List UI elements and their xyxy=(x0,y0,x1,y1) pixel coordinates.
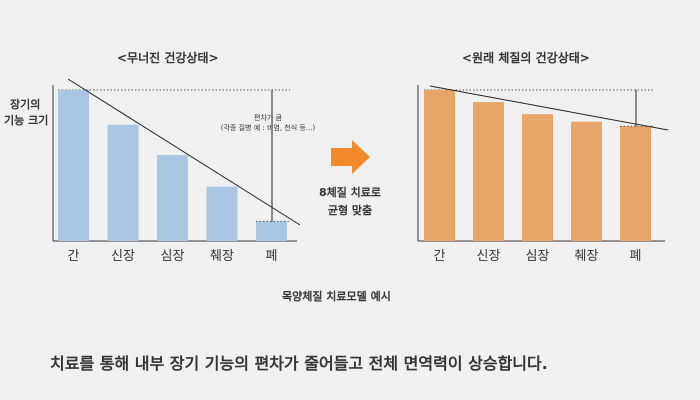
y-axis-label-line1: 장기의 xyxy=(10,98,41,111)
bar xyxy=(256,221,287,241)
bar xyxy=(620,126,651,241)
y-axis-label: 장기의 기능 크기 xyxy=(4,97,48,129)
arrow-right-icon xyxy=(331,140,370,174)
trend-line xyxy=(429,85,669,131)
category-label: 신장 xyxy=(477,249,501,264)
arrow-label-line1: 8체질 치료로 xyxy=(318,186,382,199)
category-label: 간 xyxy=(434,249,446,264)
category-label: 췌장 xyxy=(210,249,234,264)
category-label: 췌장 xyxy=(575,249,599,264)
bar xyxy=(157,154,188,241)
right-chart-title: <원래 체질의 건강상태> xyxy=(462,51,590,65)
left-chart-title: <무너진 건강상태> xyxy=(117,51,219,65)
bar xyxy=(473,102,504,241)
bar xyxy=(107,124,139,241)
deviation-note-line2: (각종 질병 예 : 비염, 천식 등...) xyxy=(220,124,316,132)
bar xyxy=(522,114,553,241)
bar xyxy=(571,121,602,241)
category-label: 심장 xyxy=(526,249,550,264)
arrow-label-line2: 균형 맞춤 xyxy=(327,204,373,217)
chart-caption: 목양체질 치료모델 예시 xyxy=(282,290,391,303)
footer-message: 치료를 통해 내부 장기 기능의 편차가 줄어들고 전체 면역력이 상승합니다. xyxy=(50,354,548,373)
deviation-note: 편차가 큼 (각종 질병 예 : 비염, 천식 등...) xyxy=(208,113,328,133)
category-label: 간 xyxy=(68,249,80,264)
category-label: 심장 xyxy=(161,249,185,264)
arrow-label: 8체질 치료로 균형 맞춤 xyxy=(300,184,400,220)
bar xyxy=(206,186,238,241)
right-chart: 간 신장 심장 췌장 폐 xyxy=(417,85,669,264)
bar xyxy=(58,90,89,241)
deviation-note-line1: 편차가 큼 xyxy=(254,114,282,122)
bar xyxy=(424,90,455,241)
y-axis-label-line2: 기능 크기 xyxy=(4,114,49,127)
category-label: 폐 xyxy=(630,249,642,264)
trend-line xyxy=(67,78,301,226)
left-chart: 간 신장 심장 췌장 폐 xyxy=(52,78,301,264)
category-label: 폐 xyxy=(266,249,278,264)
category-label: 신장 xyxy=(111,249,135,264)
